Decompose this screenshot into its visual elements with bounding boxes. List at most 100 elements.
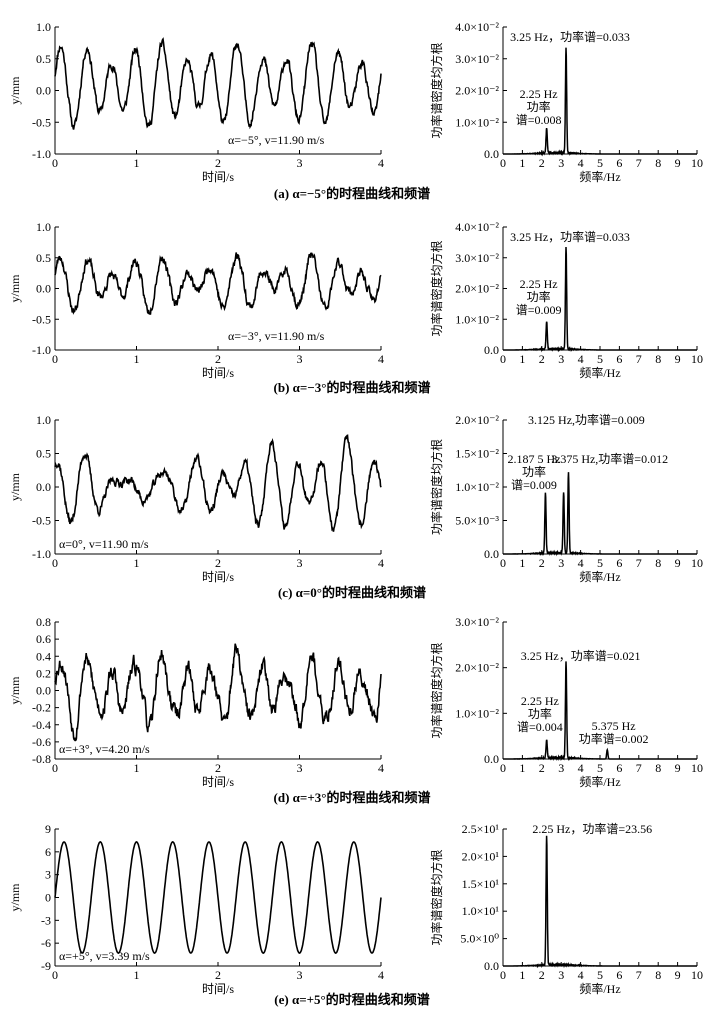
y-axis-label: 功率谱密度均方根 bbox=[429, 42, 444, 138]
y-tick-label: 2.0×10⁻² bbox=[455, 282, 499, 296]
y-tick-label: -0.2 bbox=[32, 701, 51, 715]
x-tick-label: 8 bbox=[655, 761, 661, 775]
x-tick-label: 2 bbox=[215, 352, 221, 366]
y-tick-label: 1.0×10¹ bbox=[462, 904, 500, 918]
peak-label-tertiary: 5.375 Hz bbox=[592, 719, 636, 733]
y-tick-label: 0 bbox=[45, 891, 51, 905]
chart-b-time: 0 1 2 3 4 -1.0 -0.5 0.0 0.5 1.0 时间/s y/mm α=−3°, v=1… bbox=[8, 220, 384, 380]
x-tick-label: 3 bbox=[558, 556, 564, 570]
x-tick-label: 2 bbox=[539, 352, 545, 366]
y-tick-label: -0.5 bbox=[32, 115, 51, 129]
x-tick-label: 4 bbox=[378, 156, 384, 170]
y-tick-label: 1.5×10¹ bbox=[462, 877, 500, 891]
x-tick-label: 7 bbox=[636, 968, 642, 982]
x-tick-label: 10 bbox=[691, 556, 703, 570]
y-tick-label: 0.4 bbox=[36, 649, 51, 663]
y-axis-label: 功率谱密度均方根 bbox=[429, 240, 444, 336]
x-tick-label: 8 bbox=[655, 156, 661, 170]
x-tick-label: 7 bbox=[636, 556, 642, 570]
x-tick-label: 1 bbox=[134, 156, 140, 170]
y-tick-label: -6 bbox=[41, 936, 51, 950]
condition-annotation: α=−5°, v=11.90 m/s bbox=[228, 133, 325, 147]
y-tick-label: 2.0×10⁻² bbox=[455, 84, 499, 98]
time-history-line bbox=[54, 252, 382, 315]
x-axis-label: 时间/s bbox=[202, 170, 234, 184]
x-tick-label: 1 bbox=[519, 352, 525, 366]
x-tick-label: 1 bbox=[519, 556, 525, 570]
x-tick-label: 1 bbox=[134, 761, 140, 775]
y-axis-label: y/mm bbox=[8, 274, 22, 303]
peak-label-main: 2.25 Hz，功率谱=23.56 bbox=[532, 821, 652, 836]
y-tick-label: 3.0×10⁻² bbox=[455, 52, 499, 66]
x-tick-label: 2 bbox=[215, 556, 221, 570]
y-tick-label: 0.8 bbox=[36, 615, 51, 629]
peak-label-secondary: 谱=0.004 bbox=[517, 720, 563, 734]
x-tick-label: 3 bbox=[297, 761, 303, 775]
peak-label-secondary: 谱=0.009 bbox=[516, 303, 562, 317]
x-tick-label: 5 bbox=[597, 761, 603, 775]
y-tick-label: 4.0×10⁻² bbox=[455, 220, 499, 234]
x-tick-label: 6 bbox=[616, 352, 622, 366]
x-tick-label: 7 bbox=[636, 352, 642, 366]
y-tick-label: -0.5 bbox=[32, 514, 51, 528]
chart-e-psd: 0 1 2 3 4 5 6 7 8 9 10 0.0 5.0×10⁰ 1.0×10¹ 1.5×10¹ 2.0×… bbox=[429, 821, 703, 996]
x-tick-label: 6 bbox=[616, 556, 622, 570]
condition-annotation: α=−3°, v=11.90 m/s bbox=[228, 329, 325, 343]
y-tick-label: 2.0×10¹ bbox=[462, 849, 500, 863]
x-tick-label: 7 bbox=[636, 761, 642, 775]
y-tick-label: 3 bbox=[45, 868, 51, 882]
x-axis-label: 频率/Hz bbox=[579, 774, 620, 789]
x-tick-label: 10 bbox=[691, 968, 703, 982]
x-axis-label: 时间/s bbox=[202, 570, 234, 584]
y-tick-label: 2.0×10⁻² bbox=[455, 413, 499, 427]
y-tick-label: -1.0 bbox=[32, 547, 51, 561]
subfigure-caption: (b) α=−3°的时程曲线和频谱 bbox=[274, 380, 431, 395]
y-axis-label: y/mm bbox=[8, 676, 22, 705]
x-tick-label: 10 bbox=[691, 156, 703, 170]
x-tick-label: 6 bbox=[616, 761, 622, 775]
y-tick-label: 1.0 bbox=[36, 413, 51, 427]
x-tick-label: 0 bbox=[52, 352, 58, 366]
chart-c-psd: 0 1 2 3 4 5 6 7 8 9 10 0.0 5.0×10⁻³ 1.0×10⁻² 1.5×10⁻² 2… bbox=[429, 412, 703, 584]
x-tick-label: 3 bbox=[297, 156, 303, 170]
y-tick-label: 2.0×10⁻² bbox=[455, 661, 499, 675]
y-tick-label: 1.0×10⁻² bbox=[455, 312, 499, 326]
peak-label-secondary: 功率 bbox=[527, 289, 551, 304]
chart-d-time: 0 1 2 3 4 -0.8 -0.6 -0.4 -0.2 0.0 0.2 0.4 0.6 0.8 时间/s… bbox=[8, 615, 384, 789]
x-axis-label: 频率/Hz bbox=[579, 981, 620, 996]
y-tick-label: 1.0×10⁻² bbox=[455, 115, 499, 129]
y-tick-label: 0.5 bbox=[36, 52, 51, 66]
y-tick-label: -0.4 bbox=[32, 718, 51, 732]
chart-b-psd: 0 1 2 3 4 5 6 7 8 9 10 0.0 1.0×10⁻² 2.0×10⁻² 3.0×10⁻² 4… bbox=[429, 220, 703, 380]
x-tick-label: 3 bbox=[558, 761, 564, 775]
peak-label-secondary: 功率 bbox=[522, 464, 546, 479]
x-tick-label: 2 bbox=[539, 968, 545, 982]
x-tick-label: 0 bbox=[52, 968, 58, 982]
y-tick-label: 0.2 bbox=[36, 666, 51, 680]
y-tick-label: 1.0 bbox=[36, 20, 51, 34]
peak-label-secondary: 3.375 Hz,功率谱=0.012 bbox=[551, 451, 668, 466]
x-tick-label: 0 bbox=[52, 556, 58, 570]
x-tick-label: 2 bbox=[215, 968, 221, 982]
subfigure-caption: (c) α=0°的时程曲线和频谱 bbox=[278, 585, 426, 600]
chart-e-time: 0 1 2 3 4 -9 -6 -3 0 3 6 9 时间/s y/mm α=+5°, v=3.39 m/s bbox=[8, 822, 384, 996]
y-tick-label: 6 bbox=[45, 845, 51, 859]
x-tick-label: 0 bbox=[52, 156, 58, 170]
peak-label-secondary: 功率 bbox=[528, 706, 552, 721]
y-tick-label: 5.0×10⁻³ bbox=[455, 514, 499, 528]
x-tick-label: 1 bbox=[134, 968, 140, 982]
subfigure-caption: (d) α=+3°的时程曲线和频谱 bbox=[274, 790, 431, 805]
y-axis-label: y/mm bbox=[8, 883, 22, 912]
x-tick-label: 1 bbox=[519, 156, 525, 170]
x-tick-label: 1 bbox=[519, 968, 525, 982]
x-axis-label: 频率/Hz bbox=[579, 365, 620, 380]
y-axis-label: y/mm bbox=[8, 76, 22, 105]
y-tick-label: 0.5 bbox=[36, 251, 51, 265]
y-tick-label: 0.0 bbox=[484, 959, 499, 973]
y-tick-label: 0.0 bbox=[36, 684, 51, 698]
x-tick-label: 6 bbox=[616, 156, 622, 170]
x-tick-label: 8 bbox=[655, 968, 661, 982]
x-tick-label: 9 bbox=[675, 968, 681, 982]
y-tick-label: 0.0 bbox=[36, 84, 51, 98]
chart-a-psd: 0 1 2 3 4 5 6 7 8 9 10 0.0 1.0×10⁻² 2.0×10⁻² 3.0×10⁻² 4… bbox=[429, 20, 703, 184]
